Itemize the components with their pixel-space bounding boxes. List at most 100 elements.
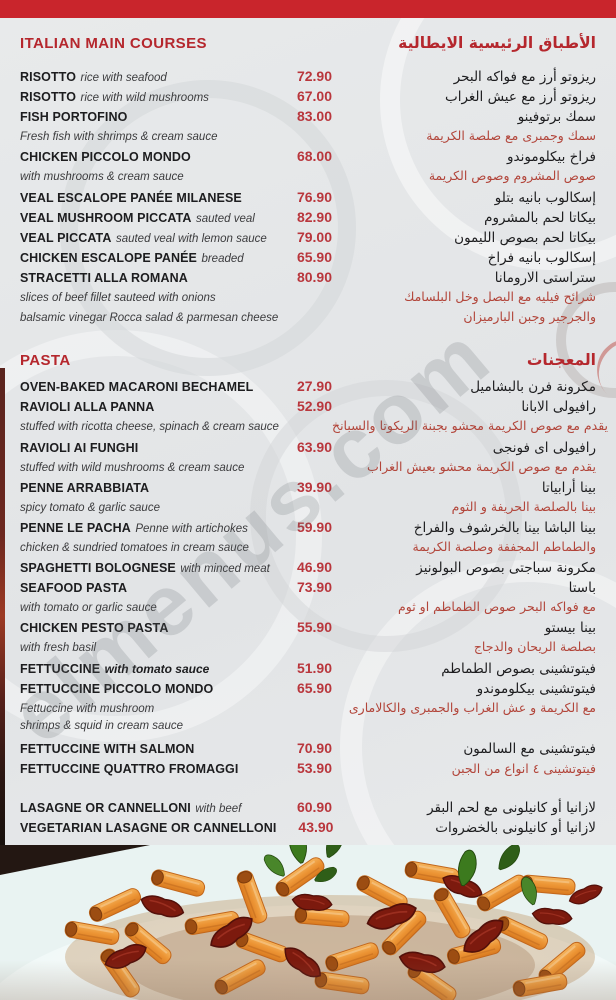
menu-item-row: LASAGNE OR CANNELLONI with beef 60.90 لازا… bbox=[20, 799, 596, 819]
item-note: with tomato sauce bbox=[104, 661, 210, 676]
item-price: 70.90 bbox=[296, 739, 332, 756]
item-desc-ar: والطماطم المجففة وصلصة الكريمة bbox=[412, 538, 596, 554]
item-desc-ar: يقدم مع صوص الكريمة محشو بعيش الغراب bbox=[366, 458, 596, 474]
item-price: 43.90 bbox=[298, 819, 334, 836]
section-header: ITALIAN MAIN COURSES الأطباق الرئيسية الا… bbox=[20, 34, 596, 56]
item-price: 82.90 bbox=[296, 208, 332, 225]
item-name-arabic: مكرونة سباجتى بصوص البولونيز bbox=[416, 560, 596, 577]
item-name-arabic: إسكالوب بانيه فراخ bbox=[487, 249, 596, 266]
menu-item-row: RAVIOLI AI FUNGHI 63.90 رافيولى اى فونجى bbox=[20, 439, 596, 459]
menu-item-row: FISH PORTOFINO 83.00 سمك برتوفينو bbox=[20, 108, 596, 128]
item-en: RISOTTO rice with seafood bbox=[20, 68, 275, 86]
item-name: VEGETARIAN LASAGNE OR CANNELLONI bbox=[20, 821, 277, 836]
item-en: VEGETARIAN LASAGNE OR CANNELLONI bbox=[20, 819, 276, 837]
item-name-arabic: باستا bbox=[568, 580, 596, 597]
item-en: FETTUCCINE with tomato sauce bbox=[20, 660, 275, 678]
section-title-arabic: الأطباق الرئيسية الايطالية bbox=[398, 34, 596, 52]
item-en: CHICKEN ESCALOPE PANÉE breaded bbox=[20, 249, 275, 267]
item-name-arabic: رافيولى الابانا bbox=[521, 399, 596, 416]
item-name-arabic: بيكاتا لحم بالمشروم bbox=[484, 209, 596, 226]
item-name: VEAL ESCALOPE PANÉE MILANESE bbox=[20, 190, 242, 205]
item-desc-ar: مع فواكه البحر صوص الطماطم او ثوم bbox=[398, 599, 596, 615]
item-price: 55.90 bbox=[296, 619, 332, 636]
item-price: 53.90 bbox=[296, 760, 332, 776]
item-name-arabic: بينا بيستو bbox=[544, 620, 596, 637]
item-name: PENNE ARRABBIATA bbox=[20, 480, 150, 495]
item-name-arabic: سمك برتوفينو bbox=[517, 109, 596, 126]
item-price: 80.90 bbox=[296, 268, 332, 285]
item-name: SEAFOOD PASTA bbox=[20, 581, 128, 596]
menu-desc-row: Fresh fish with shrimps & cream sauce سمك… bbox=[20, 128, 596, 148]
item-price: 65.90 bbox=[296, 679, 332, 696]
menu-item-row: CHICKEN PICCOLO MONDO 68.00 فراخ بيكلوموند… bbox=[20, 148, 596, 168]
item-name-arabic: ريزوتو أرز مع فواكه البحر bbox=[453, 69, 596, 85]
item-name-arabic: فراخ بيكلوموندو bbox=[507, 149, 596, 166]
item-name: FISH PORTOFINO bbox=[20, 110, 128, 125]
section-rows: OVEN-BAKED MACARONI BECHAMEL 27.90 مكرونة … bbox=[20, 378, 608, 839]
menu-item-row: CHICKEN ESCALOPE PANÉE breaded 65.90 إسكال… bbox=[20, 249, 596, 269]
item-name: CHICKEN PICCOLO MONDO bbox=[20, 150, 191, 165]
item-name-arabic: فيتوتشينى بيكلوموندو bbox=[476, 680, 596, 697]
section-title: PASTA bbox=[20, 352, 71, 370]
item-desc-en: balsamic vinegar Rocca salad & parmesan … bbox=[20, 312, 279, 325]
item-desc-en: with tomato or garlic sauce bbox=[20, 602, 157, 615]
left-edge-photo-strip bbox=[0, 368, 5, 845]
item-en: OVEN-BAKED MACARONI BECHAMEL bbox=[20, 378, 275, 396]
item-name: VEAL MUSHROOM PICCATA bbox=[20, 210, 192, 225]
item-en: SPAGHETTI BOLOGNESE with minced meat bbox=[20, 559, 275, 577]
menu-item-row: PENNE ARRABBIATA 39.90 بينا أرابياتا bbox=[20, 479, 596, 499]
menu-item-row: FETTUCCINE QUATTRO FROMAGGI 53.90 فيتوتشين… bbox=[20, 760, 596, 780]
item-note: sauted veal with lemon sauce bbox=[115, 232, 267, 245]
item-desc-ar: سمك وجمبرى مع صلصة الكريمة bbox=[426, 128, 596, 144]
menu-desc-row: with tomato or garlic sauce مع فواكه البح… bbox=[20, 599, 596, 619]
item-en: VEAL ESCALOPE PANÉE MILANESE bbox=[20, 189, 275, 207]
item-desc-en: spicy tomato & garlic sauce bbox=[20, 501, 160, 514]
item-name: PENNE LE PACHA bbox=[20, 520, 131, 535]
item-name: LASAGNE OR CANNELLONI bbox=[20, 801, 191, 816]
item-desc-en: Fettuccine with mushroom bbox=[20, 702, 155, 715]
item-name-arabic: ستراستى الارومانا bbox=[494, 269, 596, 286]
menu-content: ITALIAN MAIN COURSES الأطباق الرئيسية الا… bbox=[20, 18, 608, 839]
item-en: CHICKEN PICCOLO MONDO bbox=[20, 148, 275, 166]
item-price: 83.00 bbox=[296, 108, 332, 125]
item-name: OVEN-BAKED MACARONI BECHAMEL bbox=[20, 380, 254, 395]
item-price: 60.90 bbox=[296, 799, 332, 816]
menu-item-row: FETTUCCINE PICCOLO MONDO 65.90 فيتوتشينى ب… bbox=[20, 680, 596, 700]
menu-item-row: RISOTTO rice with seafood 72.90 ريزوتو أرز… bbox=[20, 68, 596, 88]
item-name-arabic: فيتوتشينى بصوص الطماطم bbox=[441, 660, 596, 677]
menu-desc-row: with mushrooms & cream sauce صوص المشروم … bbox=[20, 168, 596, 188]
item-price: 79.00 bbox=[296, 228, 332, 245]
item-desc-en: with fresh basil bbox=[20, 642, 97, 655]
item-name: FETTUCCINE PICCOLO MONDO bbox=[20, 681, 214, 696]
item-price: 68.00 bbox=[296, 148, 332, 165]
menu-desc-row: stuffed with wild mushrooms & cream sauc… bbox=[20, 459, 596, 479]
item-desc-en: shrimps & squid in cream sauce bbox=[20, 719, 183, 732]
item-desc-ar: بينا بالصلصة الحريفة و الثوم bbox=[451, 498, 596, 514]
menu-item-row: SPAGHETTI BOLOGNESE with minced meat 46.9… bbox=[20, 559, 596, 579]
item-en: RAVIOLI AI FUNGHI bbox=[20, 439, 275, 457]
menu-desc-row: balsamic vinegar Rocca salad & parmesan … bbox=[20, 309, 596, 329]
item-en: FETTUCCINE QUATTRO FROMAGGI bbox=[20, 760, 275, 778]
menu-item-row: FETTUCCINE with tomato sauce 51.90 فيتوتشي… bbox=[20, 660, 596, 680]
menu-desc-row: chicken & sundried tomatoes in cream sau… bbox=[20, 539, 596, 559]
item-name: RAVIOLI ALLA PANNA bbox=[20, 400, 155, 415]
item-note: with minced meat bbox=[180, 563, 270, 576]
item-en: PENNE ARRABBIATA bbox=[20, 479, 275, 497]
item-desc-ar: يقدم مع صوص الكريمة محشو بجبنة الريكوتا … bbox=[332, 418, 609, 434]
item-en: VEAL MUSHROOM PICCATA sauted veal bbox=[20, 209, 275, 227]
menu-desc-row: with fresh basil بصلصة الريحان والدجاج bbox=[20, 639, 596, 659]
section-header: PASTA المعجنات bbox=[20, 351, 596, 373]
item-en: PENNE LE PACHA Penne with artichokes bbox=[20, 519, 275, 537]
pasta-photo bbox=[0, 845, 616, 1000]
item-price: 59.90 bbox=[296, 518, 332, 535]
menu-item-row: VEGETARIAN LASAGNE OR CANNELLONI 43.90 لاز… bbox=[20, 819, 596, 839]
menu-desc-row: slices of beef fillet sauteed with onion… bbox=[20, 289, 596, 309]
item-price: 63.90 bbox=[296, 438, 332, 455]
item-price: 51.90 bbox=[296, 659, 332, 676]
item-price: 72.90 bbox=[296, 68, 332, 84]
item-name-arabic: بينا الباشا بينا بالخرشوف والفراخ bbox=[413, 519, 596, 536]
item-name: CHICKEN PESTO PASTA bbox=[20, 621, 169, 636]
item-en: FETTUCCINE PICCOLO MONDO bbox=[20, 680, 275, 698]
menu-item-row: STRACETTI ALLA ROMANA 80.90 ستراستى الاروم… bbox=[20, 269, 596, 289]
